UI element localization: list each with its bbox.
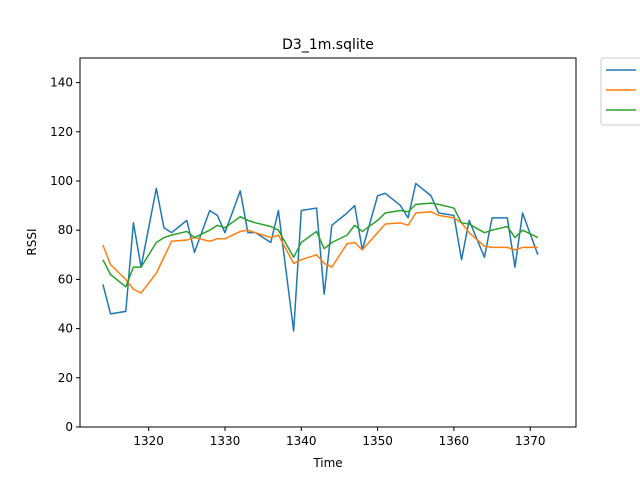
x-tick-label: 1340: [286, 434, 317, 448]
legend: [600, 57, 640, 126]
y-tick-label: 40: [58, 322, 73, 336]
plot-frame: [79, 57, 577, 428]
series-line-1: [102, 182, 539, 332]
y-tick-label: 20: [58, 371, 73, 385]
x-tick-label: 1330: [210, 434, 241, 448]
x-axis: 1320 1330 1340 1350 1360 1370: [133, 427, 545, 448]
legend-box: [600, 57, 640, 126]
chart-title: D3_1m.sqlite: [282, 37, 374, 53]
y-tick-label: 140: [50, 76, 73, 90]
y-tick-label: 80: [58, 223, 73, 237]
plot-lines: [102, 182, 539, 332]
x-axis-label: Time: [312, 456, 342, 470]
y-axis: 0 20 40 60 80 100 120 140: [50, 76, 80, 434]
x-tick-label: 1360: [439, 434, 470, 448]
x-tick-label: 1350: [362, 434, 393, 448]
y-tick-label: 0: [65, 420, 73, 434]
x-tick-label: 1370: [515, 434, 546, 448]
y-tick-label: 120: [50, 125, 73, 139]
y-tick-label: 60: [58, 272, 73, 286]
y-axis-label: RSSI: [25, 228, 39, 255]
series-line-2: [102, 211, 538, 294]
series-line-3: [102, 202, 539, 288]
x-tick-label: 1320: [133, 434, 164, 448]
y-tick-label: 100: [50, 174, 73, 188]
